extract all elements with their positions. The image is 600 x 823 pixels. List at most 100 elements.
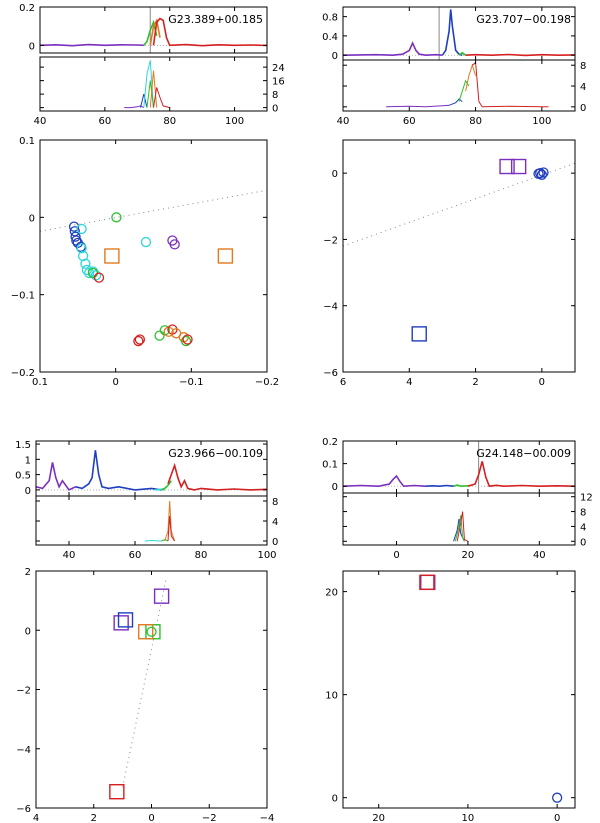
p1-bottom-xtick-label: 40 — [34, 116, 47, 127]
p2-top-spectrum — [343, 7, 575, 60]
p1-bottom-xtick-label: 60 — [98, 116, 111, 127]
p1-bottom-series-blue — [140, 93, 148, 108]
p1-map-circle-red — [133, 335, 144, 347]
p1-bottom-series-green — [146, 80, 154, 108]
p1-map-circle-green — [180, 335, 192, 347]
p1-map-circle-green — [154, 330, 165, 341]
p2-bottom-xtick-label: 100 — [532, 116, 551, 127]
p1-map-dotted-line — [40, 189, 267, 232]
p1-bottom-ytick-label: 16 — [272, 77, 285, 88]
p1-top-series-purple — [40, 43, 144, 47]
p3-map-ytick-label: 2 — [25, 567, 31, 578]
p3-map-xtick-label: 4 — [33, 813, 39, 823]
p2-map-dotted-line — [343, 162, 575, 247]
p1-bottom-xtick-label: 100 — [225, 116, 244, 127]
p1-map-xtick-label: 0 — [112, 377, 118, 388]
p1-map-xtick-label: 0.1 — [32, 377, 48, 388]
p4-source-label: G24.148−00.009 — [476, 447, 571, 460]
p4-map-ytick-label: 0 — [332, 794, 338, 805]
p3-map-circle-green — [146, 626, 157, 637]
p1-map-circle-cyan — [77, 250, 89, 262]
p2-top-ytick-label: 0.4 — [322, 32, 338, 43]
p1-map-circle-red — [93, 272, 105, 283]
p2-map-xtick-label: 0 — [539, 377, 545, 388]
p1-map-circle-cyan — [140, 236, 152, 248]
p4-bottom-xtick-label: 0 — [393, 550, 399, 561]
p1-map-ytick-label: 0 — [29, 213, 35, 224]
p4-map-circle-blue — [552, 792, 563, 803]
p4-bottom-ytick-label: 12 — [580, 493, 593, 504]
p3-bottom-ytick-label: 4 — [272, 517, 278, 528]
p3-map-xtick-label: 2 — [91, 813, 97, 823]
p4-top-ytick-label: 0 — [332, 482, 338, 493]
p2-bottom-series-purple — [386, 104, 450, 108]
p2-bottom-frame — [342, 59, 576, 112]
p4-bottom-series-green — [454, 515, 465, 542]
p1-map-circle-cyan — [76, 223, 87, 235]
p3-top-ytick-label: 1.5 — [15, 440, 31, 451]
p3-bottom-series-orange — [164, 500, 176, 542]
p3-map-ytick-label: −6 — [16, 804, 31, 815]
p3-top-ytick-label: 0 — [25, 486, 31, 497]
p4-top-series-blue — [425, 484, 454, 488]
p2-map-ytick-label: −6 — [323, 368, 338, 379]
p4-bottom-ytick-label: 4 — [580, 522, 586, 533]
p1-map-circle-cyan — [80, 258, 91, 269]
p2-map-ytick-label: 0 — [332, 169, 338, 180]
p3-map-square-red — [109, 784, 125, 800]
p3-bottom-xtick-label: 80 — [195, 550, 208, 561]
p4-bottom-ytick-label: 0 — [580, 537, 586, 548]
p1-top-ytick-label: 0 — [29, 41, 35, 52]
p2-map-xtick-label: 4 — [406, 377, 412, 388]
p4-top-series-red — [467, 461, 575, 488]
p3-bottom-frame — [35, 495, 268, 546]
p1-map-ytick-label: −0.2 — [11, 368, 35, 379]
p1-map-ytick-label: 0.1 — [19, 136, 35, 147]
p1-map-xtick-label: −0.1 — [179, 377, 203, 388]
p1-bottom-series-red — [153, 87, 170, 109]
p4-map-square-red — [419, 574, 435, 591]
p3-top-ytick-label: 0.5 — [15, 471, 31, 482]
p3-map-xtick-label: 0 — [148, 813, 154, 823]
p4-map-plot — [419, 574, 563, 803]
p3-map-dotted-line — [122, 579, 167, 788]
p1-top-spectrum — [40, 7, 267, 53]
p4-bottom-series-red — [456, 511, 469, 542]
p3-map-frame — [35, 570, 268, 809]
p3-bottom-ytick-label: 0 — [272, 537, 278, 548]
p1-bottom-xtick-label: 80 — [163, 116, 176, 127]
p3-top-spectrum — [36, 450, 267, 491]
p1-source-label: G23.389+00.185 — [168, 13, 263, 26]
p2-bottom-spectrum — [386, 61, 549, 108]
p3-map-square-orange — [138, 624, 154, 640]
p2-top-ytick-label: 0 — [332, 51, 338, 62]
p2-map-circle-blue — [533, 168, 544, 179]
p2-top-series-red — [465, 53, 575, 57]
p3-bottom-xtick-label: 40 — [63, 550, 76, 561]
p2-source-label: G23.707−00.198 — [476, 13, 571, 26]
p4-map-frame — [342, 570, 576, 809]
p1-map-circle-cyan — [81, 264, 93, 276]
p1-top-series-red — [152, 17, 267, 47]
p3-top-series-blue — [75, 450, 162, 491]
p4-map-xtick-label: 20 — [372, 813, 385, 823]
p1-map-circle-green — [111, 212, 122, 223]
p4-bottom-frame — [342, 492, 576, 546]
p1-map-circle-cyan — [90, 270, 102, 281]
p3-map-square-purple — [153, 588, 170, 604]
p1-map-frame — [39, 139, 268, 373]
p4-bottom-spectrum — [453, 511, 469, 542]
p1-top-series-green — [143, 19, 158, 46]
p2-bottom-ytick-label: 0 — [580, 103, 586, 114]
p2-bottom-ytick-label: 4 — [580, 82, 586, 93]
p4-top-series-purple — [343, 474, 426, 488]
p3-map-xtick-label: −4 — [260, 813, 275, 823]
p3-bottom-series-cyan — [144, 539, 162, 542]
p4-map-xtick-label: 0 — [554, 813, 560, 823]
p1-map-square-orange — [104, 248, 120, 264]
p2-bottom-series-orange — [465, 63, 477, 92]
p3-top-series-purple — [36, 462, 76, 491]
p1-bottom-ytick-label: 0 — [272, 104, 278, 115]
p3-map-ytick-label: −4 — [16, 745, 31, 756]
